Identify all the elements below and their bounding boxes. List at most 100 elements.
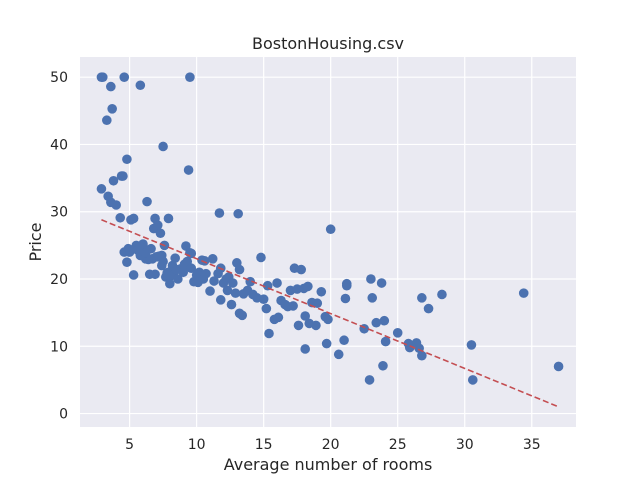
data-point [193, 277, 203, 288]
data-point [118, 171, 128, 181]
data-point [518, 288, 529, 298]
data-point [311, 320, 321, 331]
y-tick-labels: 0 10 20 30 40 50 [50, 70, 68, 422]
data-point [234, 308, 245, 319]
x-tick-label: 20 [322, 437, 340, 453]
data-point [339, 335, 349, 346]
data-point [185, 72, 195, 82]
y-tick-label: 50 [50, 70, 68, 86]
chart-title: BostonHousing.csv [252, 34, 404, 53]
data-point [158, 141, 168, 152]
x-tick-label: 25 [389, 437, 407, 453]
data-point [115, 212, 126, 223]
y-tick-label: 30 [50, 205, 68, 221]
data-point [417, 293, 427, 303]
data-point [183, 165, 194, 175]
data-point [296, 264, 306, 275]
x-tick-label: 30 [456, 437, 474, 453]
data-point [437, 289, 447, 300]
data-point [341, 280, 352, 291]
data-point [226, 299, 237, 310]
data-point [233, 208, 243, 219]
scatter-points [96, 72, 564, 385]
data-point [293, 320, 304, 331]
data-point [378, 360, 388, 371]
data-point [467, 375, 478, 385]
data-point [106, 81, 116, 92]
data-point [128, 213, 139, 224]
data-point [300, 311, 311, 321]
data-point [155, 228, 166, 239]
data-point [300, 344, 311, 354]
data-point [417, 350, 427, 361]
data-point [258, 294, 269, 304]
data-point [392, 328, 403, 338]
data-point [312, 298, 323, 309]
data-point [248, 289, 258, 300]
data-point [119, 72, 130, 82]
data-point [376, 278, 387, 288]
data-point [96, 184, 107, 194]
data-point [379, 315, 390, 326]
data-point [222, 285, 233, 296]
data-point [228, 278, 238, 288]
y-axis-label: Price [26, 222, 45, 261]
data-point [165, 278, 175, 289]
x-axis-label: Average number of rooms [224, 455, 433, 474]
data-point [122, 154, 132, 165]
data-point [340, 293, 351, 304]
data-point [173, 274, 183, 284]
data-point [366, 274, 376, 284]
x-tick-label: 35 [523, 437, 541, 453]
data-point [364, 375, 375, 385]
data-point [170, 253, 180, 263]
data-point [135, 80, 146, 91]
data-point [466, 340, 477, 350]
grid-lines [80, 57, 576, 427]
x-tick-label: 15 [255, 437, 273, 453]
data-point [256, 252, 266, 263]
data-point [186, 248, 197, 259]
data-point [128, 270, 139, 280]
data-point [140, 247, 151, 258]
data-point [205, 286, 215, 296]
data-point [234, 264, 245, 275]
y-tick-label: 20 [50, 272, 68, 288]
data-point [423, 303, 434, 314]
x-tick-labels: 5 10 15 20 25 30 35 [125, 437, 541, 453]
data-point [199, 256, 210, 266]
data-point [380, 336, 391, 347]
data-point [371, 317, 382, 328]
data-point [316, 286, 327, 297]
y-tick-label: 0 [59, 407, 68, 423]
data-point [325, 224, 336, 235]
data-point [288, 301, 298, 311]
regression-line-group [101, 219, 559, 408]
data-point [186, 263, 197, 274]
data-point [97, 72, 108, 82]
data-point [108, 175, 119, 186]
x-tick-label: 5 [125, 437, 134, 453]
data-point [152, 220, 163, 230]
data-point [122, 257, 132, 267]
data-point [163, 213, 174, 224]
data-point [215, 295, 226, 305]
data-point [207, 254, 218, 264]
data-point [261, 303, 272, 314]
data-point [321, 338, 332, 349]
data-point [230, 288, 241, 298]
y-tick-label: 10 [50, 339, 68, 355]
data-point [107, 104, 117, 114]
data-point [156, 250, 167, 261]
data-point [178, 267, 189, 278]
data-point [209, 276, 219, 286]
data-point [142, 196, 152, 207]
data-point [367, 293, 378, 303]
x-tick-label: 10 [188, 437, 206, 453]
y-tick-label: 40 [50, 137, 68, 153]
data-point [303, 281, 313, 292]
regression-line [101, 219, 559, 408]
data-point [323, 314, 333, 325]
data-point [111, 200, 121, 210]
